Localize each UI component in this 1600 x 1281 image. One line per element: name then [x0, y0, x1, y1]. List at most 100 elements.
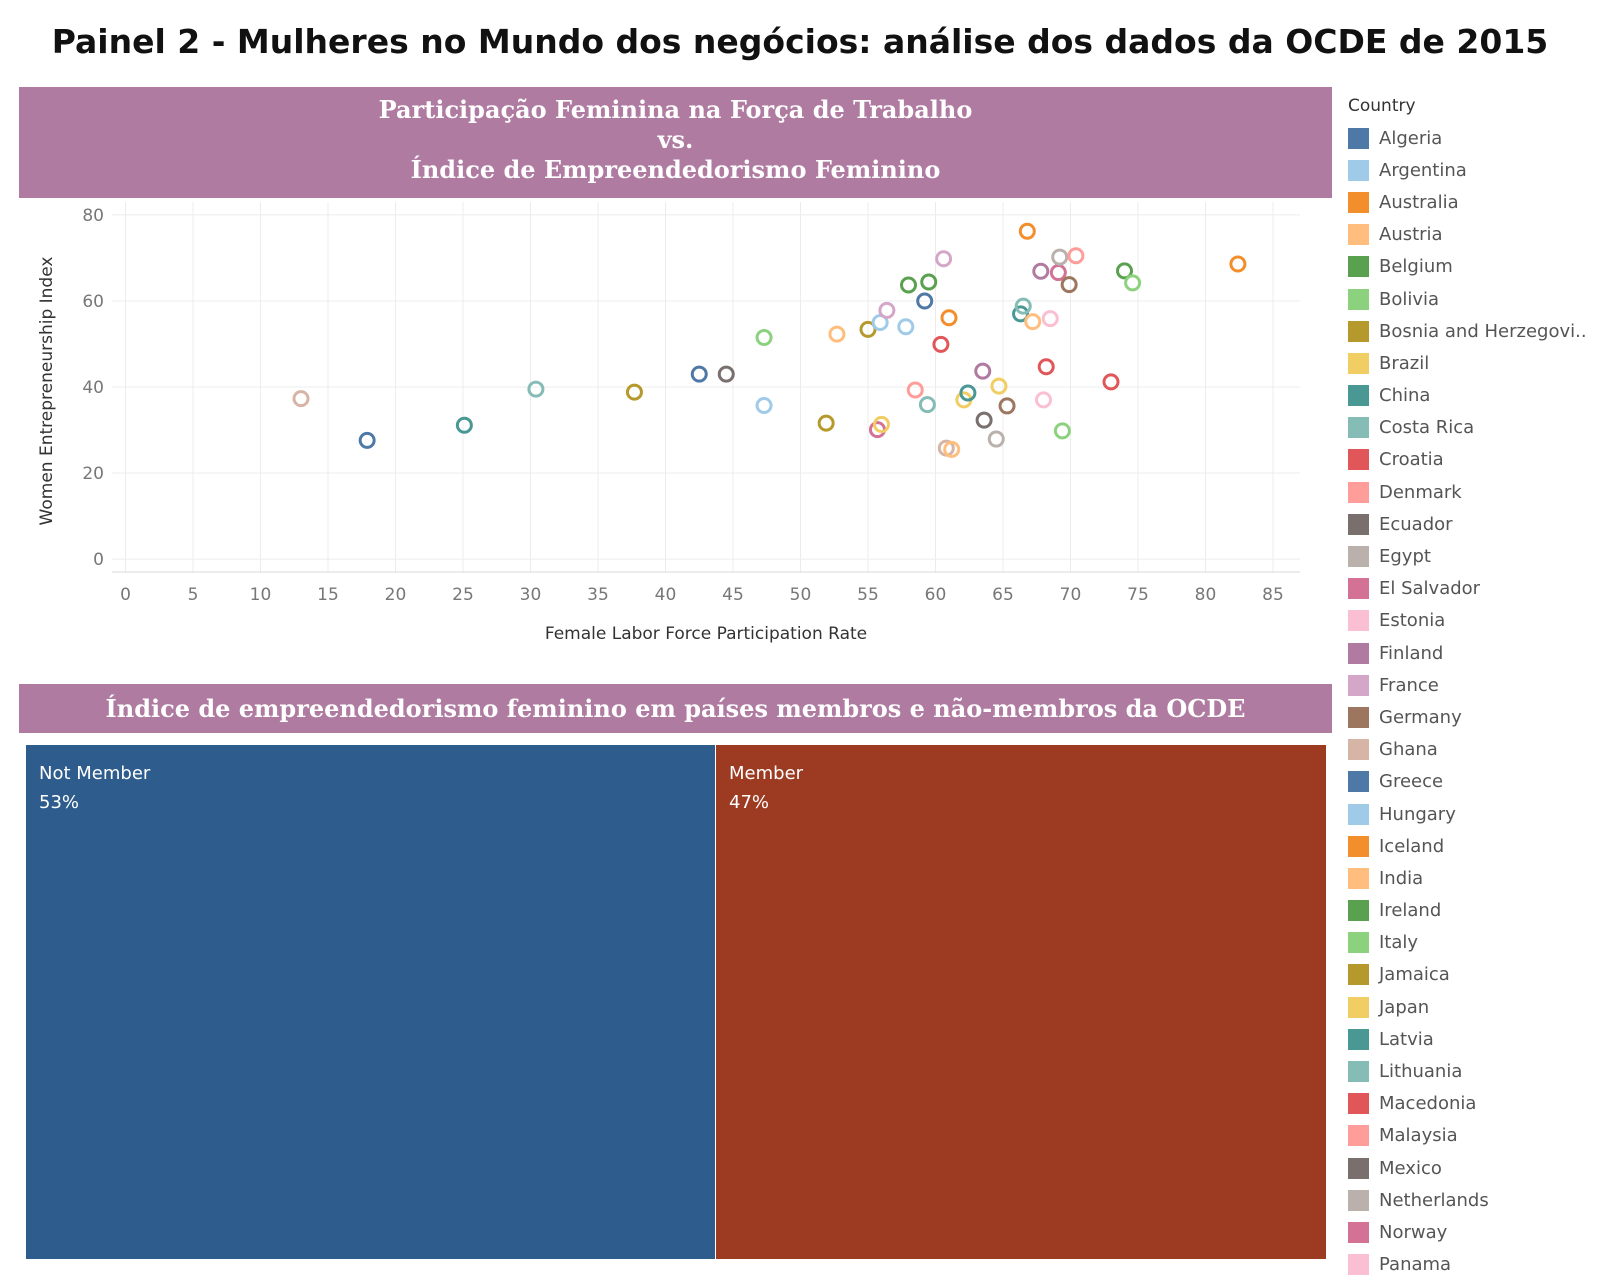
- scatter-point[interactable]: [1041, 310, 1059, 328]
- legend-item[interactable]: Iceland: [1348, 830, 1600, 862]
- legend-label: India: [1379, 867, 1424, 889]
- scatter-plot[interactable]: 0 5 10 15 20 25 30 35 40 45 50 55 60 65 70 75 80 85 0 20 40 6…: [0, 198, 1340, 658]
- legend-label: Germany: [1379, 706, 1462, 728]
- scatter-point[interactable]: [1124, 274, 1142, 292]
- legend-item[interactable]: Finland: [1348, 637, 1600, 669]
- legend-item[interactable]: Egypt: [1348, 540, 1600, 572]
- legend-swatch: [1348, 578, 1369, 600]
- scatter-point[interactable]: [358, 431, 376, 449]
- scatter-point[interactable]: [935, 250, 953, 268]
- legend-item[interactable]: France: [1348, 669, 1600, 701]
- legend-label: Lithuania: [1379, 1061, 1463, 1083]
- scatter-point[interactable]: [959, 384, 977, 402]
- scatter-point[interactable]: [690, 365, 708, 383]
- treemap-cell-member[interactable]: Member 47%: [715, 745, 1326, 1259]
- scatter-point[interactable]: [828, 325, 846, 343]
- scatter-point[interactable]: [900, 276, 917, 294]
- legend-item[interactable]: Bolivia: [1348, 283, 1600, 315]
- scatter-point[interactable]: [1035, 391, 1052, 409]
- scatter-point[interactable]: [1102, 373, 1120, 391]
- scatter-point[interactable]: [974, 362, 992, 380]
- legend-item[interactable]: Ghana: [1348, 734, 1600, 766]
- scatter-point[interactable]: [1032, 262, 1050, 280]
- legend-item[interactable]: Australia: [1348, 186, 1600, 218]
- scatter-point[interactable]: [920, 273, 938, 291]
- legend-item[interactable]: Estonia: [1348, 605, 1600, 637]
- legend-item[interactable]: Denmark: [1348, 476, 1600, 508]
- legend-item[interactable]: Hungary: [1348, 798, 1600, 830]
- legend-item[interactable]: Ecuador: [1348, 508, 1600, 540]
- scatter-point[interactable]: [943, 440, 961, 458]
- legend-swatch: [1348, 256, 1369, 278]
- scatter-point[interactable]: [1053, 422, 1071, 440]
- legend-item[interactable]: Algeria: [1348, 122, 1600, 154]
- scatter-point[interactable]: [1116, 262, 1133, 280]
- legend-label: Austria: [1379, 224, 1443, 246]
- legend-item[interactable]: Macedonia: [1348, 1088, 1600, 1120]
- legend-item[interactable]: Austria: [1348, 219, 1600, 251]
- scatter-point[interactable]: [859, 320, 877, 338]
- scatter-point[interactable]: [1018, 222, 1036, 240]
- legend-item[interactable]: Bosnia and Herzegovi..: [1348, 315, 1600, 347]
- scatter-point[interactable]: [625, 383, 643, 401]
- scatter-point[interactable]: [1060, 276, 1078, 294]
- legend-item[interactable]: Panama: [1348, 1249, 1600, 1281]
- scatter-point[interactable]: [1229, 255, 1247, 273]
- scatter-point[interactable]: [1037, 358, 1055, 376]
- legend-item[interactable]: Latvia: [1348, 1023, 1600, 1055]
- legend-item[interactable]: Italy: [1348, 927, 1600, 959]
- scatter-point[interactable]: [897, 318, 915, 336]
- x-tick-label: 35: [587, 585, 609, 605]
- legend-label: Norway: [1379, 1221, 1448, 1243]
- scatter-point[interactable]: [932, 335, 950, 353]
- scatter-point[interactable]: [1012, 305, 1030, 323]
- scatter-point[interactable]: [292, 390, 310, 408]
- treemap-cell-not-member[interactable]: Not Member 53%: [26, 745, 715, 1259]
- legend-item[interactable]: Brazil: [1348, 347, 1600, 379]
- legend-item[interactable]: Costa Rica: [1348, 412, 1600, 444]
- scatter-point[interactable]: [455, 416, 473, 434]
- legend-item[interactable]: Argentina: [1348, 154, 1600, 186]
- legend-label: Bolivia: [1379, 288, 1440, 310]
- legend-item[interactable]: Japan: [1348, 991, 1600, 1023]
- scatter-point[interactable]: [940, 309, 958, 327]
- legend-item[interactable]: Belgium: [1348, 251, 1600, 283]
- scatter-point[interactable]: [527, 380, 545, 398]
- legend-item[interactable]: El Salvador: [1348, 573, 1600, 605]
- scatter-point[interactable]: [975, 411, 993, 429]
- scatter-point[interactable]: [878, 301, 896, 319]
- scatter-point[interactable]: [1024, 313, 1042, 331]
- treemap-chart[interactable]: Not Member 53% Member 47%: [26, 745, 1326, 1259]
- scatter-point[interactable]: [717, 365, 735, 383]
- legend-item[interactable]: Mexico: [1348, 1152, 1600, 1184]
- scatter-point[interactable]: [1014, 297, 1032, 315]
- scatter-point[interactable]: [916, 292, 934, 310]
- scatter-point[interactable]: [918, 396, 936, 414]
- scatter-point[interactable]: [1049, 264, 1067, 282]
- scatter-point[interactable]: [755, 397, 773, 414]
- scatter-point[interactable]: [998, 397, 1016, 415]
- scatter-point[interactable]: [873, 415, 890, 433]
- scatter-point[interactable]: [990, 377, 1008, 395]
- scatter-point[interactable]: [906, 381, 924, 399]
- x-tick-label: 85: [1262, 585, 1284, 605]
- scatter-point[interactable]: [1067, 247, 1085, 265]
- scatter-point[interactable]: [987, 430, 1005, 448]
- legend-item[interactable]: Jamaica: [1348, 959, 1600, 991]
- legend-label: Algeria: [1379, 127, 1443, 149]
- scatter-point[interactable]: [755, 329, 773, 347]
- legend-item[interactable]: China: [1348, 380, 1600, 412]
- legend-item[interactable]: Greece: [1348, 766, 1600, 798]
- legend-item[interactable]: India: [1348, 862, 1600, 894]
- scatter-point[interactable]: [817, 414, 835, 432]
- legend-items: Algeria Argentina Australia Austria Belgium B…: [1348, 122, 1600, 1281]
- legend-item[interactable]: Malaysia: [1348, 1120, 1600, 1152]
- legend-item[interactable]: Norway: [1348, 1216, 1600, 1248]
- country-legend[interactable]: Country Algeria Argentina Australia Austria…: [1348, 94, 1600, 1281]
- legend-item[interactable]: Lithuania: [1348, 1055, 1600, 1087]
- legend-item[interactable]: Netherlands: [1348, 1184, 1600, 1216]
- scatter-point[interactable]: [1051, 248, 1069, 266]
- legend-item[interactable]: Croatia: [1348, 444, 1600, 476]
- legend-item[interactable]: Germany: [1348, 701, 1600, 733]
- legend-item[interactable]: Ireland: [1348, 895, 1600, 927]
